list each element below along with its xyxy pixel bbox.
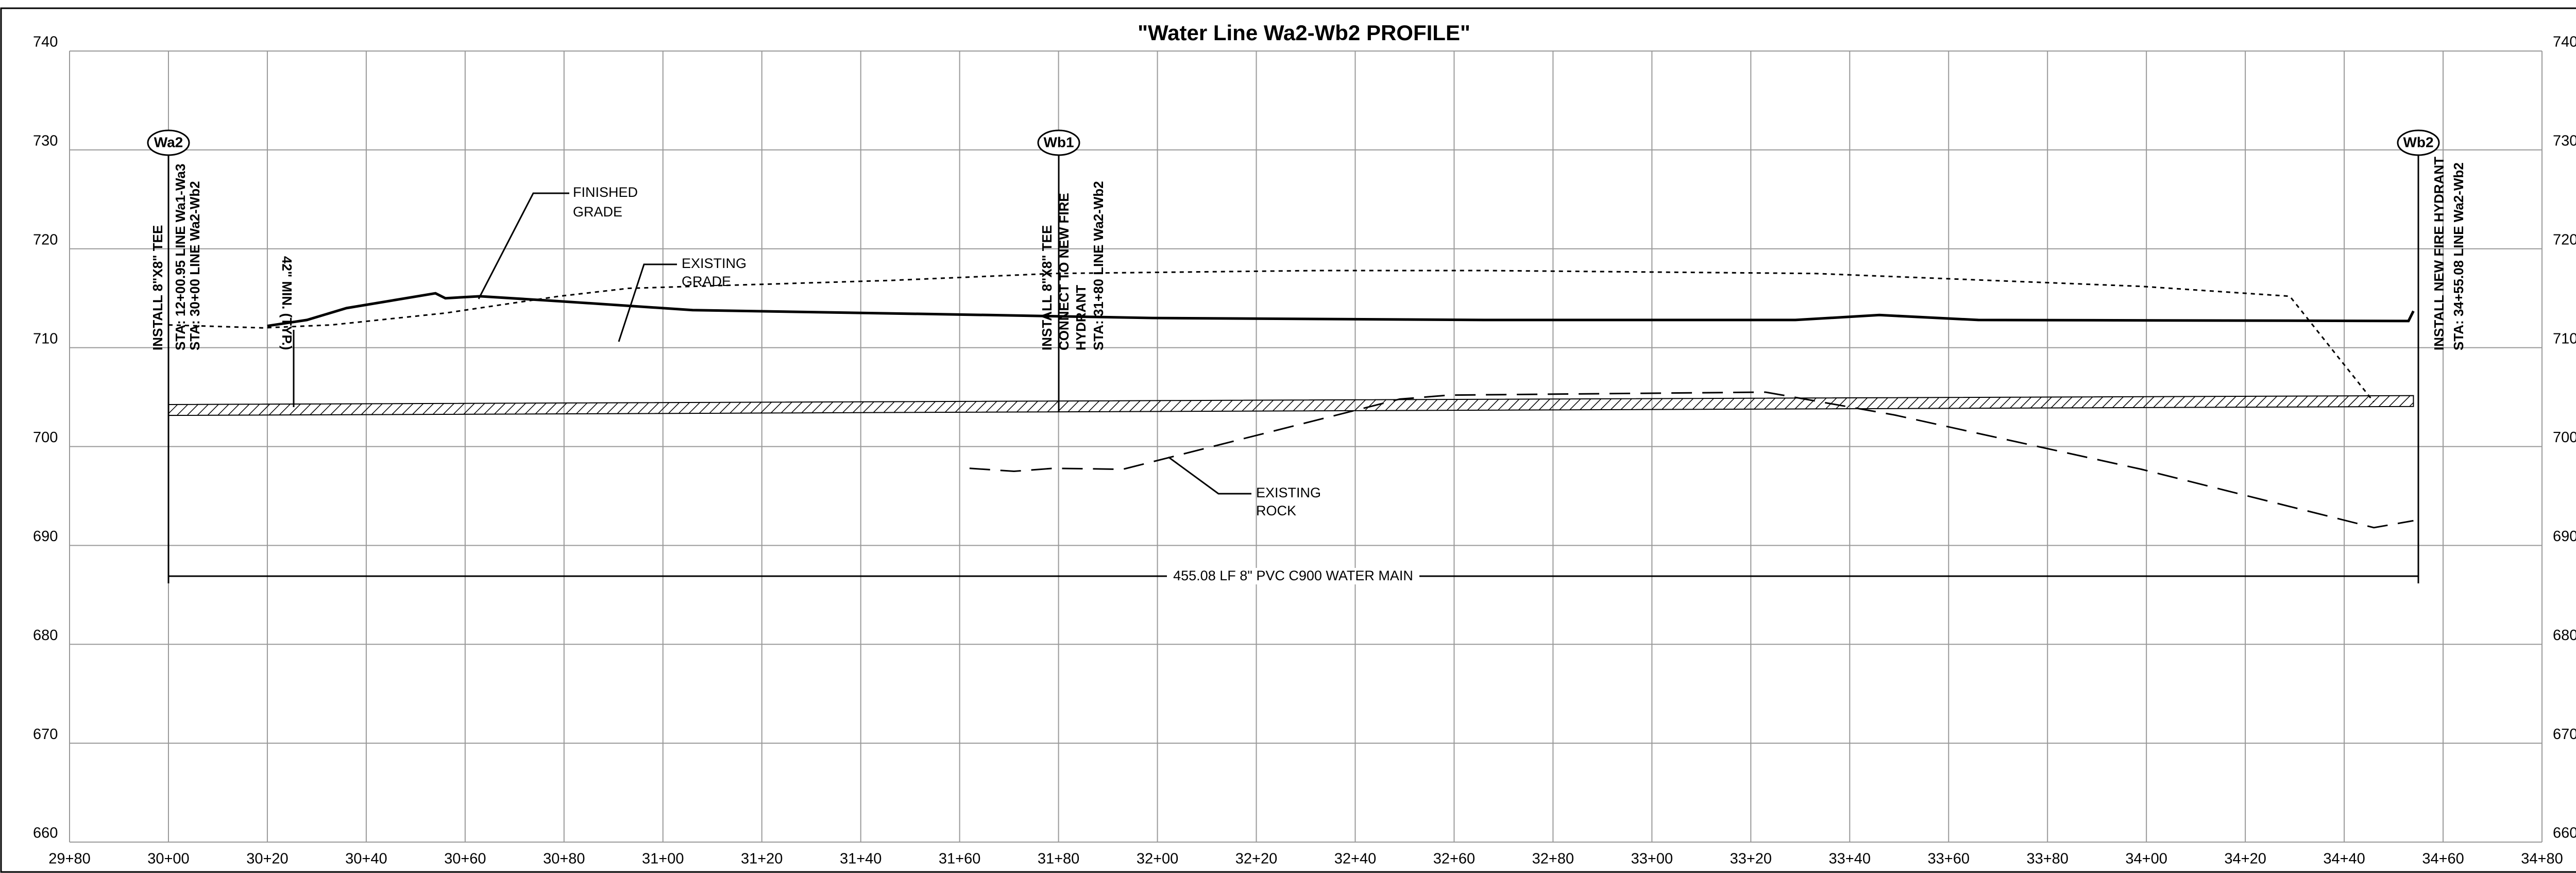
x-tick-label: 30+80 [543,851,585,867]
station-wb1: Wb1 INSTALL 8"X8" TEE CONNECT TO NEW FIR… [1037,129,1106,412]
station-label: Wb2 [2403,134,2433,150]
y-tick-label: 720 [33,231,58,248]
profile-line [969,391,2414,529]
x-tick-label: 30+00 [147,851,189,867]
x-tick-label: 34+20 [2224,851,2266,867]
x-tick-label: 31+00 [642,851,684,867]
note: INSTALL NEW FIRE HYDRANT [2431,157,2447,350]
x-tick-label: 34+60 [2422,851,2464,867]
y-tick-label: 680 [33,627,58,644]
y-tick-label: 740 [33,34,58,51]
dimension-label: 455.08 LF 8" PVC C900 WATER MAIN [1173,568,1413,583]
y-tick-label: 680 [2553,627,2576,644]
y-tick-label: 690 [33,528,58,545]
x-tick-label: 33+80 [2026,851,2068,867]
note: 42" MIN. (TYP.) [279,256,295,350]
x-tick-label: 30+60 [444,851,486,867]
x-tick-label: 33+20 [1730,851,1772,867]
x-tick-label: 30+20 [246,851,288,867]
x-tick-label: 31+60 [939,851,980,867]
x-tick-label: 32+40 [1334,851,1376,867]
note: INSTALL 8"X8" TEE [150,225,165,350]
station-bubble [1037,129,1080,156]
note: FINISHED [573,184,638,200]
leader [618,263,677,342]
y-tick-label: 730 [2553,133,2576,149]
x-tick-label: 31+20 [741,851,783,867]
x-tick-label: 29+80 [48,851,90,867]
y-tick-label: 670 [33,726,58,743]
x-tick-label: 34+00 [2125,851,2167,867]
note: STA: 30+00 LINE Wa2-Wb2 [187,181,202,350]
leader [478,192,569,299]
note: ROCK [1256,503,1296,518]
station-bubble [147,129,190,156]
y-tick-label: 670 [2553,726,2576,743]
x-tick-label: 34+40 [2323,851,2365,867]
y-tick-label: 740 [2553,34,2576,51]
leader [1168,456,1251,495]
note: EXISTING [1256,485,1321,500]
y-tick-label: 720 [2553,231,2576,248]
x-tick-label: 32+60 [1433,851,1475,867]
y-tick-label: 700 [33,429,58,446]
frame [0,7,2576,873]
station-wa2: Wa2 INSTALL 8"X8" TEE STA: 12+00.95 LINE… [147,129,202,575]
station-bubble [2397,129,2440,156]
station-label: Wb1 [1043,134,1074,150]
note: GRADE [573,204,622,220]
note: INSTALL 8"X8" TEE [1039,225,1055,350]
x-tick-label: 31+80 [1038,851,1079,867]
station-label: Wa2 [154,134,183,150]
note: GRADE [682,274,731,289]
x-tick-label: 33+40 [1829,851,1871,867]
y-tick-label: 700 [2553,429,2576,446]
y-tick-label: 710 [2553,330,2576,347]
x-tick-label: 32+00 [1137,851,1178,867]
x-tick-label: 30+40 [345,851,387,867]
note: STA: 34+55.08 LINE Wa2-Wb2 [2451,162,2466,350]
note: STA: 31+80 LINE Wa2-Wb2 [1091,181,1106,350]
x-tick-label: 32+80 [1532,851,1574,867]
y-tick-label: 660 [2553,825,2576,842]
y-tick-label: 690 [2553,528,2576,545]
x-tick-label: 32+20 [1235,851,1277,867]
dimension-label-bg [1167,568,1419,584]
pipe [167,395,2414,416]
y-tick-label: 660 [33,825,58,842]
station-wb2: Wb2 INSTALL NEW FIRE HYDRANT STA: 34+55.… [2397,129,2466,575]
grid: 29+80 30+00 30+20 30+40 30+60 30+80 31+00 31+20… [33,34,2576,867]
x-tick-label: 34+80 [2521,851,2563,867]
x-tick-label: 33+00 [1631,851,1673,867]
profile-line [168,270,2375,403]
note: HYDRANT [1073,285,1089,350]
note: CONNECT TO NEW FIRE [1056,193,1072,350]
x-tick-label: 31+40 [840,851,882,867]
note: STA: 12+00.95 LINE Wa1-Wa3 [173,164,188,350]
chart-title: "Water Line Wa2-Wb2 PROFILE" [1138,21,1470,45]
profile-line [267,292,2415,327]
note: EXISTING [682,256,747,271]
y-tick-label: 730 [33,133,58,149]
y-tick-label: 710 [33,330,58,347]
x-tick-label: 33+60 [1928,851,1970,867]
